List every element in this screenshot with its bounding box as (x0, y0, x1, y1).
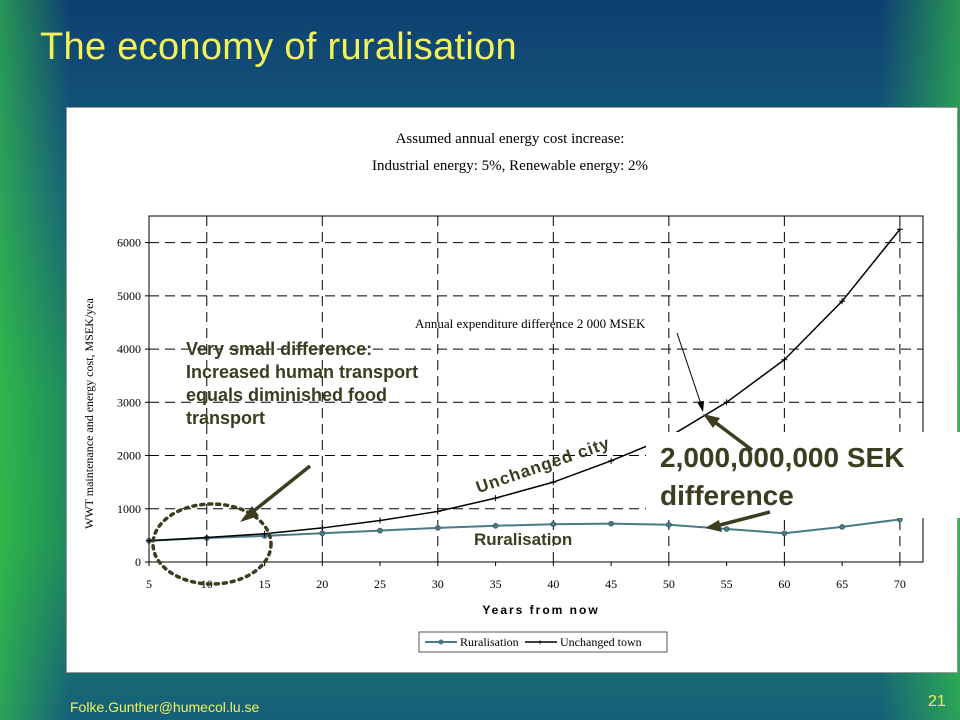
footer-email: Folke.Gunther@humecol.lu.se (70, 699, 260, 715)
y-tick-label: 5000 (117, 289, 141, 303)
difference-word: difference (660, 480, 794, 511)
chart-title: Assumed annual energy cost increase: (396, 131, 625, 147)
inner-callout-line (676, 332, 704, 411)
data-point-ruralisation (319, 530, 326, 537)
x-tick-label: 40 (547, 577, 559, 591)
data-point-ruralisation (550, 521, 557, 528)
legend-marker-ruralisation (438, 639, 444, 645)
series-layer (146, 226, 903, 544)
x-tick-label: 35 (490, 577, 502, 591)
y-tick-label: 6000 (117, 236, 141, 250)
data-point-unchanged-town (492, 495, 499, 502)
slide-title: The economy of ruralisation (40, 26, 517, 68)
legend-label-ruralisation: Ruralisation (460, 635, 519, 649)
x-tick-label: 70 (894, 577, 906, 591)
x-tick-label: 20 (316, 577, 328, 591)
data-point-ruralisation (839, 524, 845, 530)
data-point-ruralisation (435, 525, 441, 531)
chart-subtitle: Industrial energy: 5%, Renewable energy:… (372, 158, 648, 174)
x-tick-label: 10 (201, 577, 213, 591)
x-tick-label: 55 (721, 577, 733, 591)
difference-callout: 2,000,000,000 SEK difference (646, 432, 960, 518)
x-tick-label: 45 (605, 577, 617, 591)
series-line-unchanged-town (148, 228, 901, 542)
data-point-ruralisation (492, 523, 499, 529)
y-tick-label: 1000 (117, 502, 141, 516)
inner-annotation: Annual expenditure difference 2 000 MSEK (415, 316, 646, 331)
inner-callout-arrowhead (697, 401, 704, 412)
data-point-unchanged-town (608, 457, 615, 464)
legend: Ruralisation + Unchanged town (418, 631, 668, 653)
x-tick-label: 25 (374, 577, 386, 591)
data-point-unchanged-town (781, 356, 788, 363)
data-point-unchanged-town (434, 508, 441, 515)
x-tick-label: 30 (432, 577, 444, 591)
difference-amount: 2,000,000,000 SEK (660, 442, 905, 473)
data-point-unchanged-town (377, 517, 384, 524)
y-tick-label: 2000 (117, 449, 141, 463)
x-tick-label: 50 (663, 577, 675, 591)
data-point-ruralisation (608, 520, 614, 527)
legend-marker-unchanged: + (537, 637, 543, 649)
y-tick-label: 3000 (117, 395, 141, 409)
data-point-unchanged-town (319, 524, 326, 531)
left-annotation: Very small difference: Increased human t… (186, 339, 419, 428)
y-tick-label: 0 (135, 555, 141, 569)
ruralisation-label: Ruralisation (474, 530, 573, 549)
data-point-unchanged-town (146, 537, 152, 544)
x-tick-label: 15 (259, 577, 271, 591)
data-point-ruralisation (377, 527, 383, 534)
x-tick-label: 5 (146, 577, 152, 591)
data-point-ruralisation (666, 521, 672, 528)
x-tick-label: 65 (836, 577, 848, 591)
data-point-unchanged-town (550, 479, 557, 486)
line-chart: Assumed annual energy cost increase: Ind… (82, 131, 924, 653)
x-tick-label: 60 (778, 577, 790, 591)
page-number: 21 (928, 693, 946, 710)
plot-frame (148, 215, 924, 563)
y-axis-label: WWT maintenance and energy cost, MSEK/ye… (82, 298, 96, 529)
x-axis-label: Years from now (482, 603, 599, 617)
legend-label-unchanged: Unchanged town (560, 635, 642, 649)
data-point-ruralisation (723, 526, 730, 532)
series-line-ruralisation (148, 518, 901, 542)
data-point-unchanged-town (723, 399, 730, 406)
callout-layer (676, 332, 704, 412)
data-point-ruralisation (781, 530, 788, 537)
data-point-unchanged-town (839, 298, 846, 305)
data-point-unchanged-town (896, 226, 903, 233)
y-tick-label: 4000 (117, 342, 141, 356)
